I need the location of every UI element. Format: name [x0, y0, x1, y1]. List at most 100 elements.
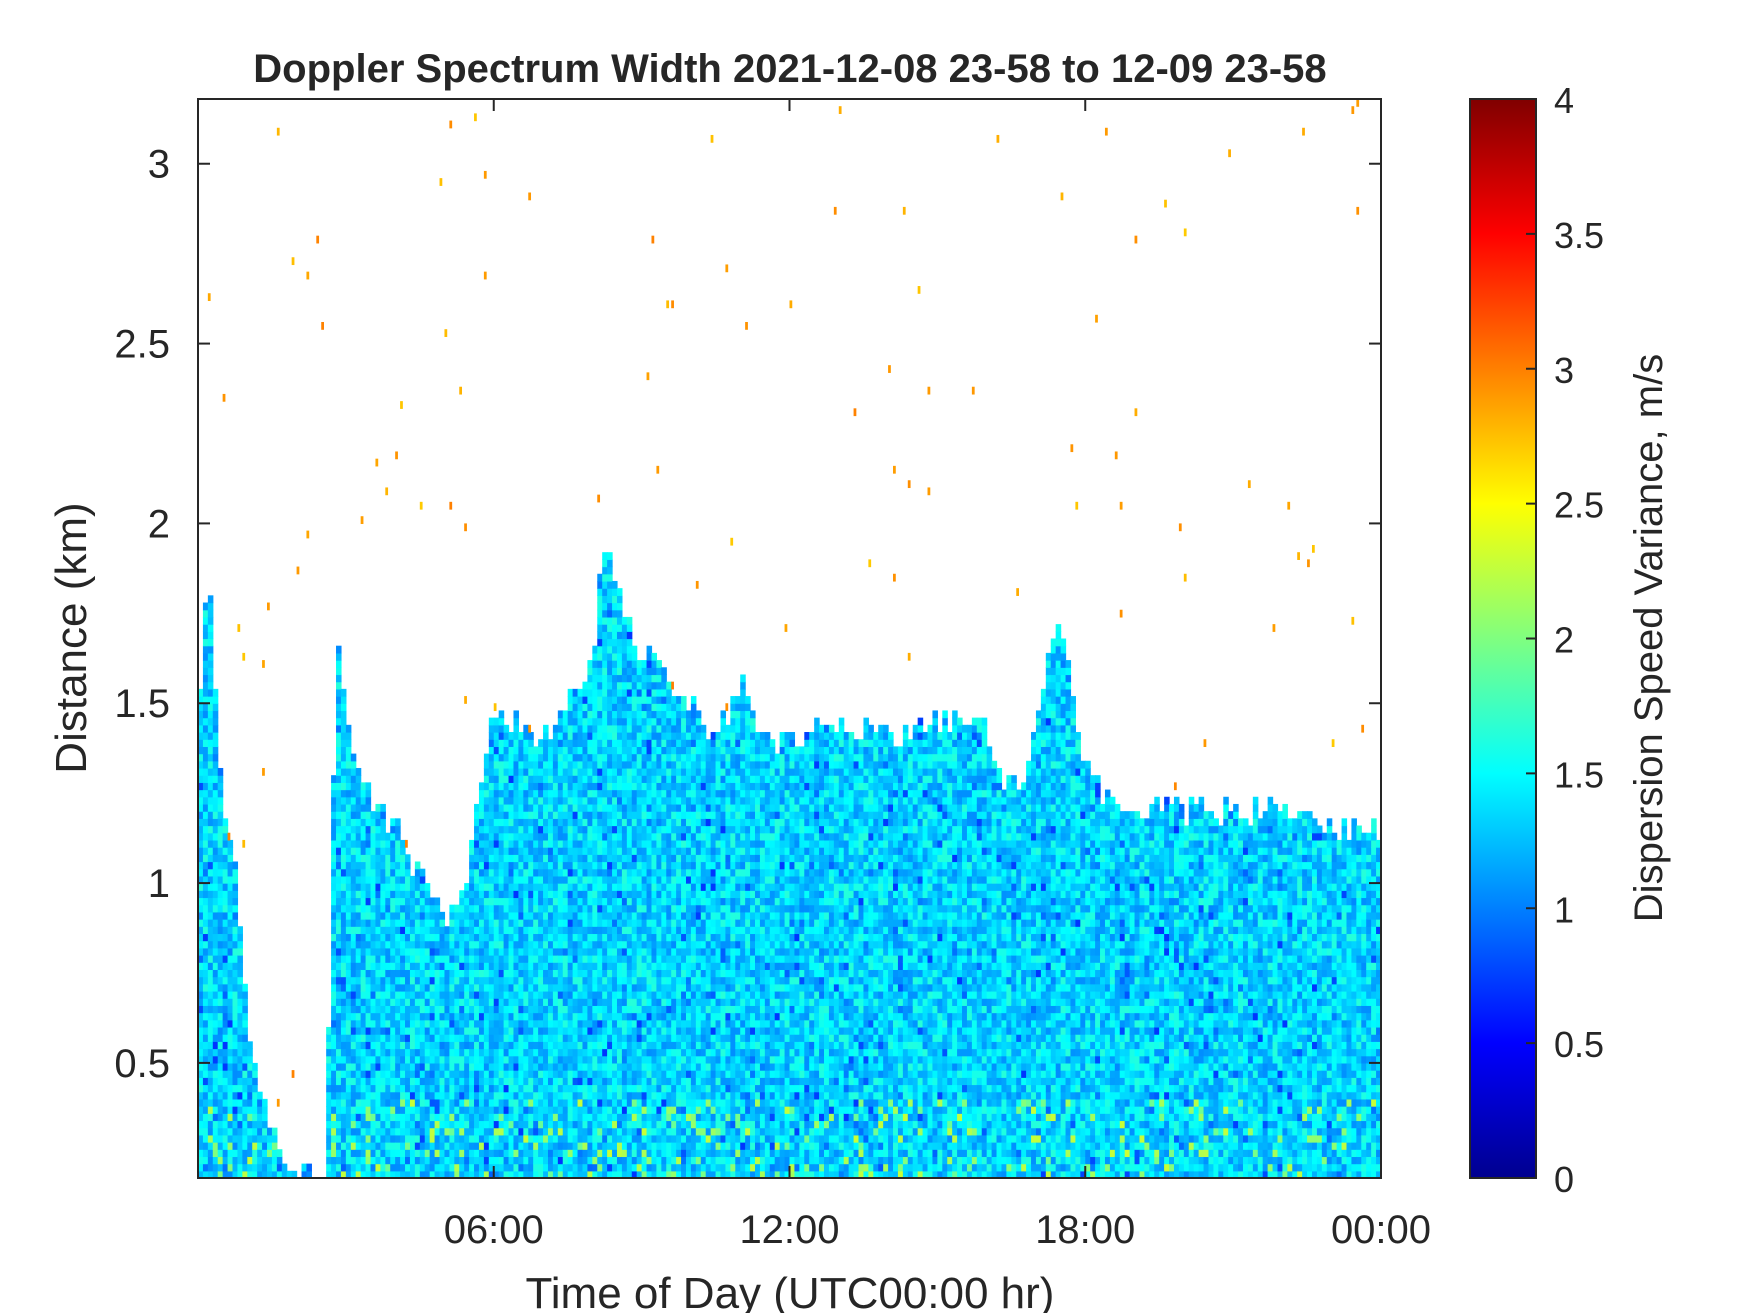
heatmap-cell: [597, 595, 603, 604]
heatmap-cell: [518, 1113, 524, 1122]
heatmap-cell: [493, 933, 500, 942]
heatmap-cell: [370, 897, 377, 906]
heatmap-cell: [547, 1041, 554, 1050]
heatmap-cell: [419, 919, 426, 927]
heatmap-cell: [355, 1163, 362, 1172]
heatmap-cell: [503, 1048, 510, 1057]
heatmap-cell: [493, 904, 500, 913]
heatmap-cell: [626, 767, 633, 776]
heatmap-cell: [503, 775, 510, 783]
heatmap-cell: [676, 1026, 682, 1035]
heatmap-cell: [641, 955, 648, 963]
heatmap-cell: [474, 926, 480, 935]
heatmap-cell: [666, 717, 672, 726]
heatmap-cell: [340, 1062, 347, 1071]
heatmap-cell: [671, 696, 677, 704]
heatmap-cell: [340, 703, 347, 712]
heatmap-cell: [493, 1048, 500, 1057]
heatmap-cell: [207, 688, 214, 697]
heatmap-cell: [597, 883, 603, 891]
heatmap-cell: [567, 883, 574, 891]
heatmap-cell: [385, 947, 391, 956]
heatmap-cell: [518, 919, 524, 927]
heatmap-cell: [400, 1149, 406, 1158]
heatmap-cell: [557, 1120, 564, 1129]
heatmap-cell: [612, 595, 618, 604]
heatmap-cell: [237, 1070, 243, 1078]
heatmap-cell: [405, 861, 411, 870]
heatmap-cell: [631, 710, 638, 719]
heatmap-cell: [508, 1084, 515, 1093]
heatmap-cell: [227, 1127, 234, 1136]
heatmap-cell: [587, 955, 593, 963]
heatmap-cell: [538, 1149, 544, 1158]
heatmap-cell: [666, 1170, 672, 1178]
heatmap-cell: [400, 983, 406, 992]
heatmap-cell: [533, 1034, 539, 1042]
heatmap-cell: [232, 883, 239, 891]
heatmap-cell: [557, 897, 564, 906]
heatmap-cell: [222, 1170, 229, 1178]
heatmap-cell: [538, 1163, 544, 1172]
heatmap-cell: [602, 1012, 608, 1021]
heatmap-cell: [631, 919, 638, 927]
heatmap-cell: [385, 983, 391, 992]
heatmap-cell: [400, 1120, 406, 1129]
heatmap-cell: [227, 962, 234, 970]
heatmap-cell: [597, 926, 603, 935]
heatmap-cell: [656, 911, 662, 920]
heatmap-cell: [336, 1062, 342, 1071]
heatmap-cell: [547, 919, 554, 927]
heatmap-cell: [212, 983, 219, 992]
heatmap-cell: [646, 998, 653, 1006]
heatmap-cell: [656, 1019, 662, 1028]
heatmap-cell: [306, 271, 310, 280]
heatmap-cell: [533, 940, 539, 949]
heatmap-cell: [469, 1142, 475, 1150]
heatmap-cell: [355, 976, 362, 985]
heatmap-cell: [267, 1163, 273, 1172]
heatmap-cell: [661, 688, 667, 697]
heatmap-cell: [656, 1005, 662, 1014]
heatmap-cell: [198, 753, 204, 762]
heatmap-cell: [414, 962, 421, 970]
heatmap-cell: [543, 1062, 549, 1071]
heatmap-cell: [503, 861, 510, 870]
heatmap-cell: [331, 1113, 337, 1122]
heatmap-cell: [538, 861, 544, 870]
heatmap-cell: [533, 789, 539, 798]
heatmap-cell: [360, 1034, 367, 1042]
heatmap-cell: [336, 1048, 342, 1057]
heatmap-cell: [567, 1149, 574, 1158]
heatmap-cell: [395, 947, 401, 956]
heatmap-cell: [439, 998, 446, 1006]
heatmap-cell: [478, 947, 485, 956]
heatmap-cell: [202, 681, 209, 690]
heatmap-cell: [567, 1113, 574, 1122]
heatmap-cell: [405, 1026, 411, 1035]
heatmap-cell: [493, 732, 500, 740]
heatmap-cell: [641, 962, 648, 970]
heatmap-cell: [572, 767, 579, 776]
heatmap-cell: [222, 868, 229, 877]
heatmap-cell: [518, 767, 524, 776]
heatmap-cell: [405, 1012, 411, 1021]
heatmap-cell: [336, 652, 342, 661]
heatmap-cell: [538, 1091, 544, 1100]
heatmap-cell: [419, 1084, 426, 1093]
heatmap-cell: [217, 1113, 224, 1122]
heatmap-cell: [602, 1019, 608, 1028]
heatmap-cell: [607, 890, 613, 899]
heatmap-cell: [488, 803, 495, 812]
heatmap-cell: [444, 1134, 450, 1143]
heatmap-cell: [222, 955, 229, 963]
heatmap-cell: [513, 1055, 519, 1064]
heatmap-cell: [612, 796, 618, 805]
heatmap-cell: [592, 760, 598, 769]
heatmap-cell: [607, 811, 613, 819]
heatmap-cell: [518, 983, 524, 992]
heatmap-cell: [547, 1062, 554, 1071]
heatmap-cell: [523, 753, 529, 762]
heatmap-cell: [375, 1034, 381, 1042]
heatmap-cell: [385, 847, 391, 855]
